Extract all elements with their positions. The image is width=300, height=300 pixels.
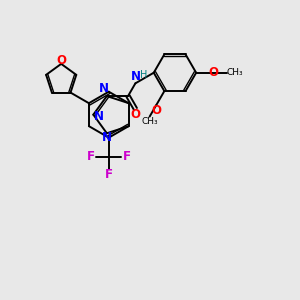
Text: CH₃: CH₃ <box>226 68 243 77</box>
Text: N: N <box>99 82 110 95</box>
Text: F: F <box>105 168 113 181</box>
Text: CH₃: CH₃ <box>141 117 158 126</box>
Text: N: N <box>102 131 112 144</box>
Text: N: N <box>131 70 141 83</box>
Text: O: O <box>151 104 161 117</box>
Text: F: F <box>87 150 95 163</box>
Text: O: O <box>208 66 218 79</box>
Text: O: O <box>130 108 140 121</box>
Text: F: F <box>122 150 130 163</box>
Text: H: H <box>140 70 147 80</box>
Text: N: N <box>94 110 103 123</box>
Text: O: O <box>57 54 67 67</box>
